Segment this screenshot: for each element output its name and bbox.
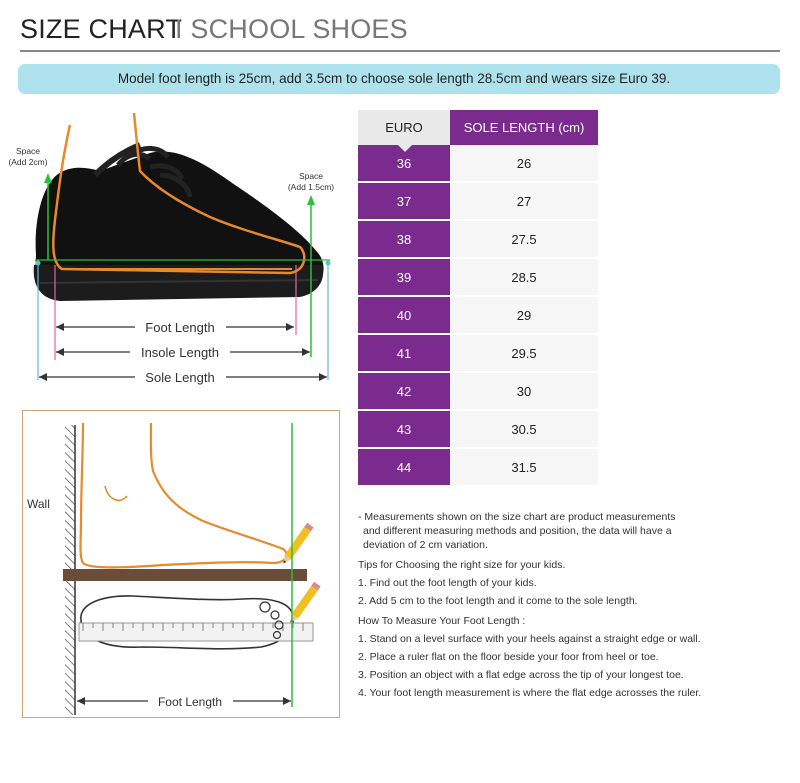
sole-length: 29 bbox=[450, 297, 598, 335]
disclaimer-line: - Measurements shown on the size chart a… bbox=[358, 511, 676, 523]
ruler bbox=[78, 622, 314, 642]
tip-item: 1. Find out the foot length of your kids… bbox=[358, 577, 537, 589]
header-euro: EURO bbox=[358, 110, 450, 152]
euro-size: 38 bbox=[358, 221, 450, 259]
space-left-label: Space bbox=[16, 146, 40, 156]
wall-label: Wall bbox=[27, 497, 50, 511]
table-row: 36 26 bbox=[358, 145, 598, 183]
table-row: 39 28.5 bbox=[358, 259, 598, 297]
sole-length: 30 bbox=[450, 373, 598, 411]
shoe-illustration bbox=[33, 142, 324, 301]
sole-length: 27 bbox=[450, 183, 598, 221]
table-row: 44 31.5 bbox=[358, 449, 598, 487]
disclaimer-line: and different measuring methods and posi… bbox=[363, 525, 672, 537]
pencil-icon bbox=[283, 522, 314, 564]
sole-length-dimension: Sole Length bbox=[39, 370, 327, 385]
foot-outline bbox=[52, 112, 306, 275]
table-row: 42 30 bbox=[358, 373, 598, 411]
howto-item: 3. Position an object with a flat edge a… bbox=[358, 669, 684, 681]
model-info-banner: Model foot length is 25cm, add 3.5cm to … bbox=[18, 64, 780, 94]
svg-text:Foot Length: Foot Length bbox=[145, 320, 214, 335]
space-left-value: (Add 2cm) bbox=[8, 157, 47, 167]
euro-size: 42 bbox=[358, 373, 450, 411]
table-header-row: EURO SOLE LENGTH (cm) bbox=[358, 110, 598, 152]
euro-size: 39 bbox=[358, 259, 450, 297]
foot-side-outline bbox=[79, 422, 288, 569]
euro-size: 44 bbox=[358, 449, 450, 487]
insole-length-dimension: Insole Length bbox=[56, 345, 310, 360]
space-right-label: Space bbox=[299, 171, 323, 181]
page-subtitle: I SCHOOL SHOES bbox=[175, 14, 408, 44]
disclaimer-line: deviation of 2 cm variation. bbox=[363, 539, 488, 551]
sole-length: 29.5 bbox=[450, 335, 598, 373]
shoe-diagram: Space (Add 2cm) Space (Add 1.5cm) Foot L… bbox=[8, 112, 334, 385]
foot-length-dimension: Foot Length bbox=[56, 320, 294, 335]
table-row: 38 27.5 bbox=[358, 221, 598, 259]
header-sole-length: SOLE LENGTH (cm) bbox=[450, 110, 598, 145]
table-row: 40 29 bbox=[358, 297, 598, 335]
page-header: SIZE CHART I SCHOOL SHOES bbox=[20, 12, 780, 52]
howto-item: 4. Your foot length measurement is where… bbox=[358, 687, 702, 699]
measurement-notes: - Measurements shown on the size chart a… bbox=[358, 510, 778, 700]
sole-length: 30.5 bbox=[450, 411, 598, 449]
euro-size: 43 bbox=[358, 411, 450, 449]
tip-item: 2. Add 5 cm to the foot length and it co… bbox=[358, 595, 638, 607]
howto-item: 2. Place a ruler flat on the floor besid… bbox=[358, 651, 659, 663]
sole-length: 31.5 bbox=[450, 449, 598, 487]
sole-length: 26 bbox=[450, 145, 598, 183]
tips-title: Tips for Choosing the right size for you… bbox=[358, 559, 566, 571]
page-title: SIZE CHART bbox=[20, 14, 183, 44]
howto-item: 1. Stand on a level surface with your he… bbox=[358, 633, 701, 645]
table-row: 41 29.5 bbox=[358, 335, 598, 373]
howto-title: How To Measure Your Foot Length : bbox=[358, 615, 526, 627]
table-row: 37 27 bbox=[358, 183, 598, 221]
svg-text:Sole Length: Sole Length bbox=[145, 370, 214, 385]
euro-size: 37 bbox=[358, 183, 450, 221]
sole-length: 27.5 bbox=[450, 221, 598, 259]
svg-text:Insole Length: Insole Length bbox=[141, 345, 219, 360]
euro-size: 41 bbox=[358, 335, 450, 373]
measure-foot-length-label: Foot Length bbox=[158, 695, 222, 709]
sole-length: 28.5 bbox=[450, 259, 598, 297]
space-right-value: (Add 1.5cm) bbox=[288, 182, 334, 192]
size-chart-table: EURO SOLE LENGTH (cm) 36 26 37 27 38 27.5 3… bbox=[358, 110, 598, 487]
table-row: 43 30.5 bbox=[358, 411, 598, 449]
euro-size: 40 bbox=[358, 297, 450, 335]
foot-measure-diagram: Wall bbox=[22, 410, 340, 718]
